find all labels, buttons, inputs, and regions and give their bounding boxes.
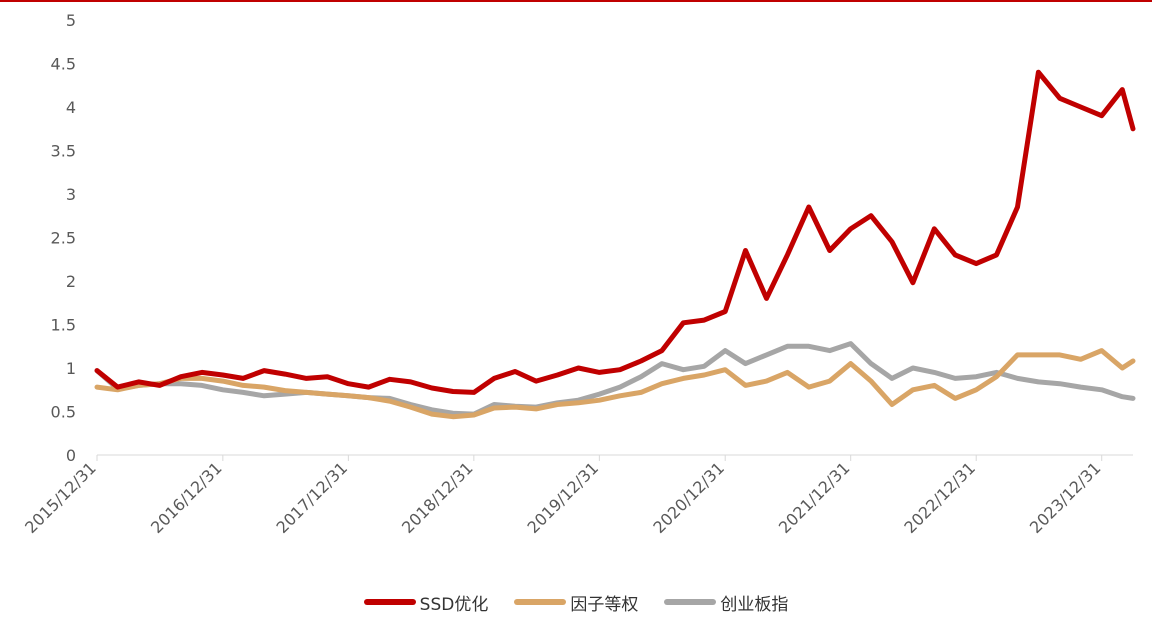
legend-swatch	[363, 599, 416, 605]
y-tick-label: 4	[66, 98, 76, 117]
y-tick-label: 2.5	[51, 229, 76, 248]
x-tick-label: 2021/12/31	[775, 458, 854, 537]
y-axis-ticks: 0 0.5 1 1.5 2 2.5 3 3.5 4 4.5 5	[51, 11, 76, 465]
x-tick-label: 2022/12/31	[900, 458, 979, 537]
y-tick-label: 4.5	[51, 55, 76, 74]
series-line-0	[94, 69, 1136, 395]
y-tick-label: 5	[66, 11, 76, 30]
x-tick-label: 2019/12/31	[524, 458, 603, 537]
legend-swatch	[664, 599, 717, 605]
legend-label: 因子等权	[570, 594, 639, 615]
series-layer	[94, 69, 1136, 420]
series-line-2	[94, 341, 1136, 417]
y-tick-label: 2	[66, 272, 76, 291]
line-chart: 0 0.5 1 1.5 2 2.5 3 3.5 4 4.5 5 2015/12/31 2016/12/…	[21, 11, 1136, 537]
legend-item: 创业板指	[664, 590, 788, 615]
legend-item: SSD优化	[363, 590, 489, 615]
legend-label: 创业板指	[720, 594, 789, 615]
x-tick-label: 2020/12/31	[649, 458, 728, 537]
legend-label: SSD优化	[419, 594, 489, 615]
legend-swatch	[514, 599, 567, 605]
y-tick-label: 1.5	[51, 316, 76, 335]
y-tick-label: 3.5	[51, 142, 76, 161]
y-tick-label: 0	[66, 446, 76, 465]
x-axis-ticks: 2015/12/31 2016/12/31 2017/12/31 2018/12/31…	[21, 455, 1105, 537]
y-tick-label: 0.5	[51, 403, 76, 422]
y-tick-label: 1	[66, 359, 76, 378]
top-rule	[0, 0, 1152, 2]
legend-item: 因子等权	[514, 590, 638, 615]
y-tick-label: 3	[66, 185, 76, 204]
x-tick-label: 2016/12/31	[147, 458, 226, 537]
x-tick-label: 2023/12/31	[1026, 458, 1105, 537]
x-tick-label: 2018/12/31	[398, 458, 477, 537]
x-tick-label: 2017/12/31	[273, 458, 352, 537]
series-line-1	[94, 348, 1136, 420]
x-tick-label: 2015/12/31	[21, 458, 100, 537]
legend: SSD优化 因子等权 创业板指	[0, 585, 1152, 619]
